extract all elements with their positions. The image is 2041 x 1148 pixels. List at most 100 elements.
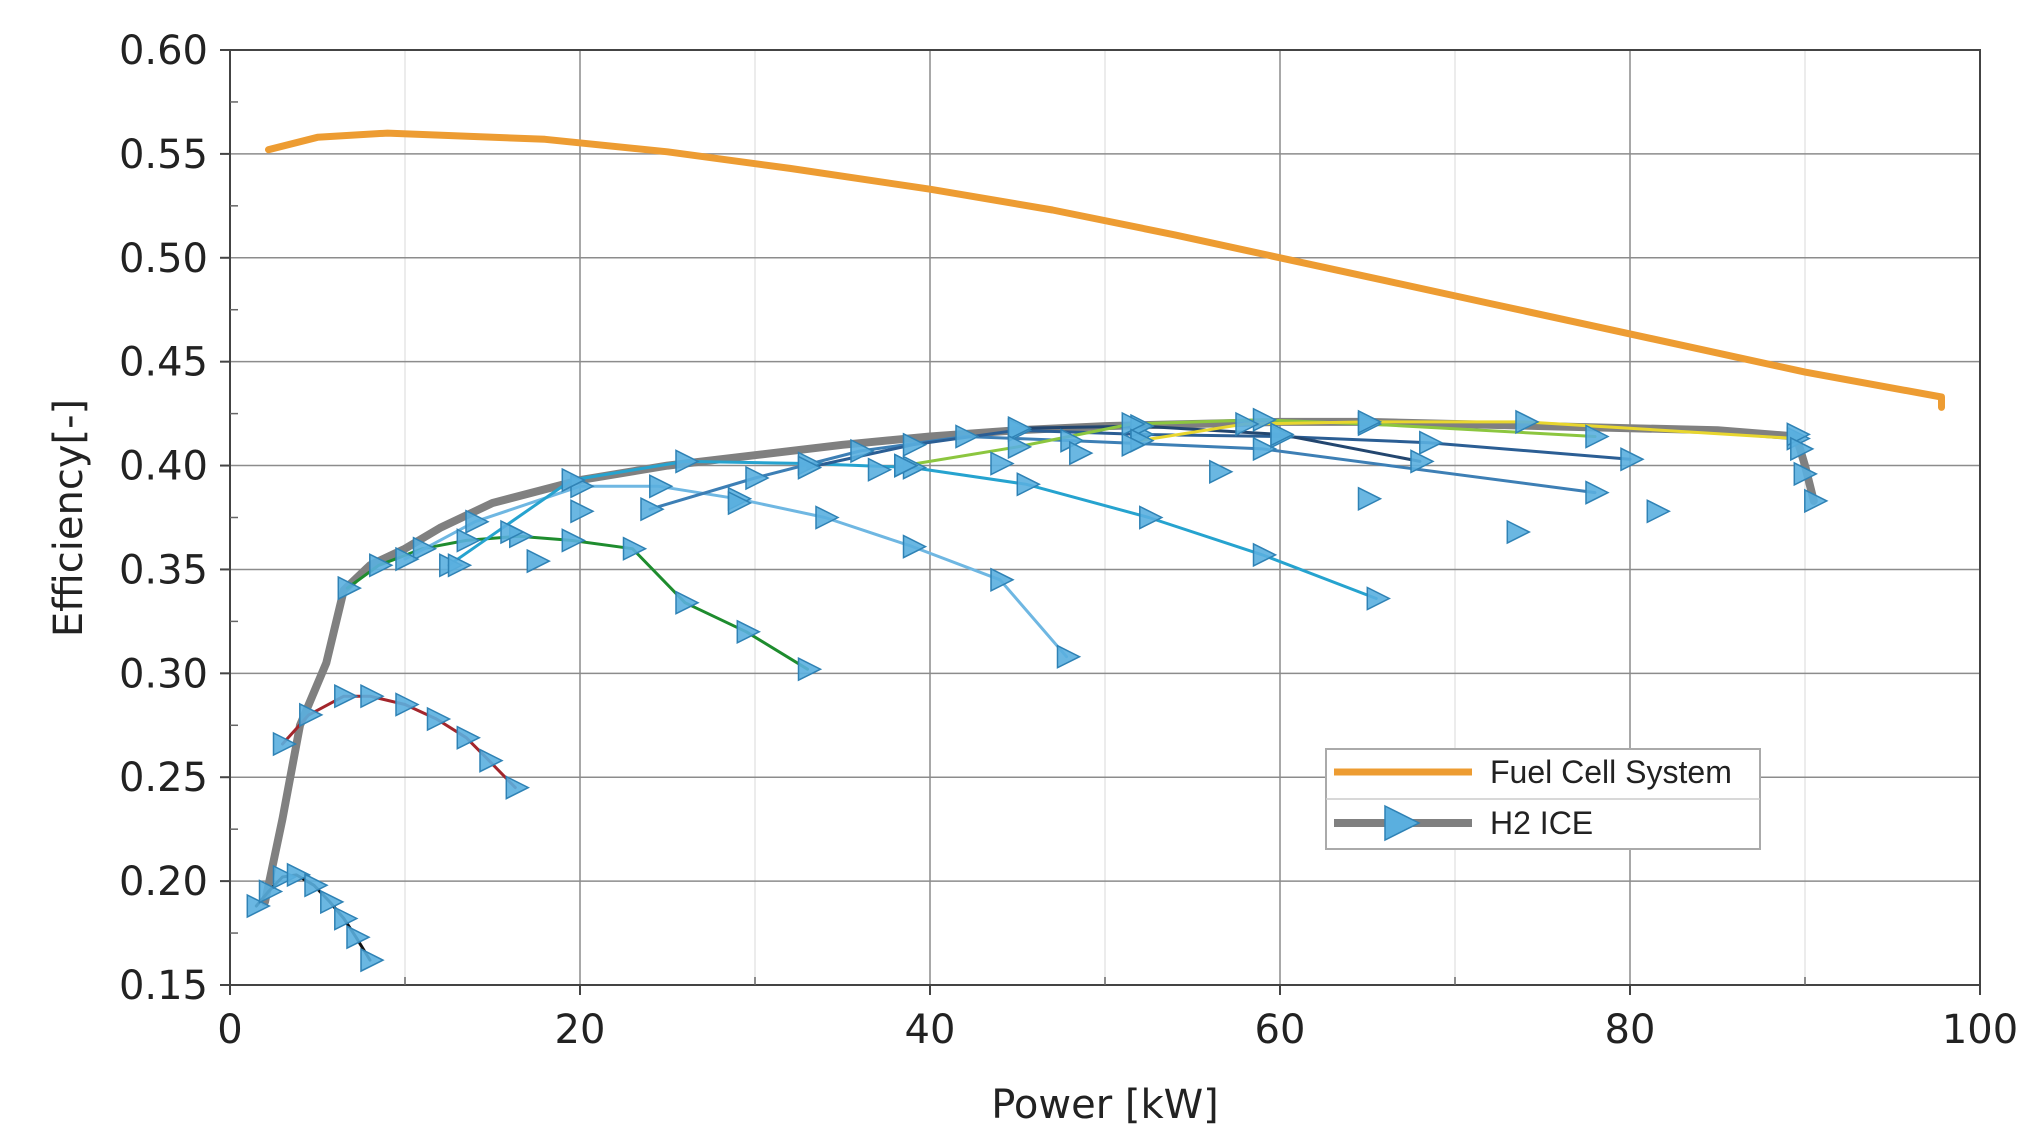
data-point-marker — [500, 519, 525, 545]
data-point-marker — [272, 864, 298, 890]
y-tick-label: 0.15 — [119, 963, 208, 1009]
data-point-marker — [561, 467, 586, 493]
data-point-marker — [1252, 542, 1278, 568]
legend-label-h2-ice: H2 ICE — [1490, 805, 1593, 841]
data-point-marker — [1357, 486, 1383, 512]
x-axis-label: Power [kW] — [991, 1082, 1219, 1128]
data-point-marker — [1016, 472, 1041, 497]
data-point-marker — [1007, 434, 1033, 460]
series-line-fuel-cell-system — [265, 129, 1945, 411]
data-point-marker — [304, 873, 329, 898]
data-point-marker — [299, 702, 324, 728]
data-point-marker — [1252, 436, 1278, 462]
data-point-marker — [1270, 422, 1295, 447]
data-point-marker — [360, 683, 385, 709]
y-tick-label: 0.55 — [119, 132, 208, 178]
data-point-marker — [1804, 488, 1829, 514]
data-point-marker — [1069, 440, 1094, 466]
data-point-marker — [258, 879, 284, 904]
data-point-marker — [369, 553, 394, 578]
data-point-marker — [850, 438, 875, 464]
data-point-marker — [649, 474, 674, 499]
data-point-marker — [1357, 409, 1383, 435]
data-markers — [246, 407, 1829, 973]
data-point-marker — [465, 509, 490, 534]
data-point-marker — [1506, 519, 1531, 545]
axis-ticks: 0.15 0.20 0.25 0.30 0.35 0.40 0.45 0.50 0.55 0.60… — [119, 28, 2018, 1053]
data-point-marker — [479, 748, 504, 773]
data-point-marker — [736, 619, 761, 645]
data-point-marker — [395, 546, 420, 572]
data-point-marker — [320, 889, 345, 915]
y-tick-label: 0.45 — [119, 340, 208, 386]
y-tick-label: 0.25 — [119, 755, 208, 801]
y-tick-label: 0.50 — [119, 236, 208, 282]
data-point-marker — [727, 490, 753, 516]
data-point-marker — [797, 455, 823, 480]
data-point-marker — [1121, 411, 1146, 437]
data-point-marker — [570, 499, 595, 524]
x-tick-label: 100 — [1942, 1007, 2018, 1053]
series-line-speed-line-9 — [902, 418, 1597, 468]
data-point-marker — [902, 432, 928, 458]
data-point-marker — [334, 683, 359, 709]
y-tick-label: 0.40 — [119, 444, 208, 490]
data-point-marker — [426, 706, 452, 732]
legend: Fuel Cell System H2 ICE — [1325, 748, 1761, 850]
data-point-marker — [745, 465, 770, 491]
legend-marker-triangle-icon — [1384, 804, 1421, 842]
data-point-marker — [867, 457, 893, 482]
data-point-marker — [561, 528, 586, 553]
data-point-marker — [1419, 430, 1444, 455]
data-point-marker — [447, 553, 473, 578]
data-point-marker — [1366, 586, 1391, 611]
data-point-marker — [412, 536, 438, 561]
data-point-marker — [286, 862, 312, 888]
y-tick-label: 0.20 — [119, 859, 208, 905]
data-point-marker — [1209, 459, 1234, 485]
data-point-marker — [1007, 415, 1033, 441]
data-point-marker — [1585, 424, 1610, 449]
data-point-marker — [622, 536, 648, 561]
data-point-marker — [1252, 407, 1278, 433]
data-point-marker — [395, 692, 420, 717]
data-point-marker — [815, 505, 840, 530]
x-tick-label: 80 — [1605, 1007, 1656, 1053]
data-point-marker — [1585, 480, 1610, 505]
data-point-marker — [456, 725, 481, 750]
y-axis-label: Efficiency[-] — [46, 399, 92, 637]
data-point-marker — [955, 424, 980, 449]
x-tick-label: 40 — [905, 1007, 956, 1053]
data-point-marker — [505, 775, 530, 800]
data-point-marker — [526, 548, 551, 574]
data-point-marker — [990, 451, 1015, 476]
data-point-marker — [1793, 461, 1818, 487]
data-point-marker — [1410, 449, 1435, 474]
data-point-marker — [1056, 644, 1082, 669]
data-point-marker — [334, 906, 359, 931]
data-point-marker — [1121, 432, 1146, 458]
x-tick-label: 60 — [1255, 1007, 1306, 1053]
data-point-marker — [346, 924, 371, 950]
y-tick-label: 0.60 — [119, 28, 208, 74]
data-point-marker — [1620, 447, 1645, 472]
x-tick-label: 20 — [555, 1007, 606, 1053]
data-point-marker — [894, 453, 919, 478]
data-point-marker — [1235, 411, 1260, 437]
data-point-marker — [456, 528, 481, 553]
data-point-marker — [902, 534, 928, 559]
data-point-marker — [246, 893, 271, 919]
data-point-marker — [797, 656, 823, 682]
data-point-marker — [675, 449, 700, 474]
data-point-marker — [1139, 505, 1164, 530]
y-tick-label: 0.35 — [119, 547, 208, 593]
data-point-marker — [1646, 499, 1671, 524]
x-tick-label: 0 — [217, 1007, 242, 1053]
y-tick-label: 0.30 — [119, 651, 208, 697]
data-point-marker — [360, 947, 385, 973]
legend-label-fuel-cell: Fuel Cell System — [1490, 754, 1732, 790]
data-point-marker — [337, 575, 362, 601]
